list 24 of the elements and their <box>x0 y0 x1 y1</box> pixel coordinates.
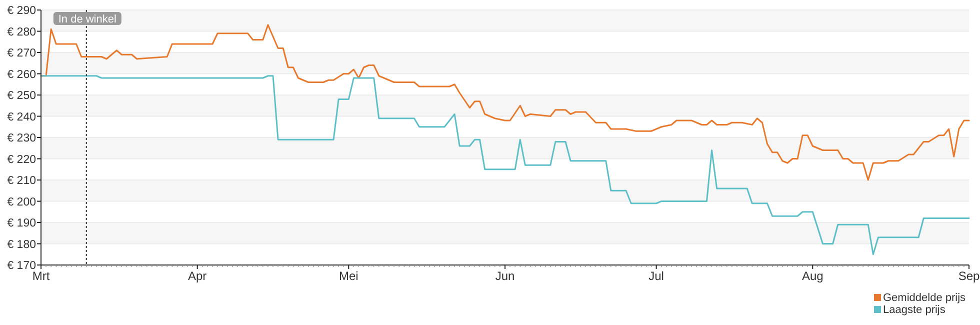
y-tick-label: € 180 <box>7 238 36 251</box>
y-tick-label: € 170 <box>7 260 36 272</box>
y-tick-label: € 200 <box>7 196 36 208</box>
legend-label: Gemiddelde prijs <box>883 292 966 304</box>
y-tick-label: € 290 <box>7 5 36 17</box>
y-tick-label: € 270 <box>7 48 36 60</box>
legend-label: Laagste prijs <box>883 304 946 316</box>
x-tick-label: Mei <box>338 269 358 283</box>
ref-line-label: In de winkel <box>58 14 116 26</box>
y-tick-label: € 190 <box>7 218 36 230</box>
x-tick-label: Jun <box>495 269 515 283</box>
y-tick-label: € 240 <box>7 111 36 124</box>
y-tick-label: € 230 <box>7 132 36 144</box>
x-tick-label: Apr <box>188 269 207 283</box>
y-tick-label: € 220 <box>7 154 36 166</box>
x-tick-label: Sep <box>958 269 980 283</box>
y-tick-label: € 260 <box>7 68 36 81</box>
y-tick-label: € 280 <box>7 26 36 38</box>
y-tick-label: € 250 <box>7 90 36 102</box>
y-tick-label: € 210 <box>7 175 36 187</box>
line-series <box>40 75 970 256</box>
x-tick-label: Mrt <box>32 269 50 283</box>
x-tick-label: Aug <box>802 269 824 283</box>
x-tick-label: Jul <box>648 269 664 283</box>
